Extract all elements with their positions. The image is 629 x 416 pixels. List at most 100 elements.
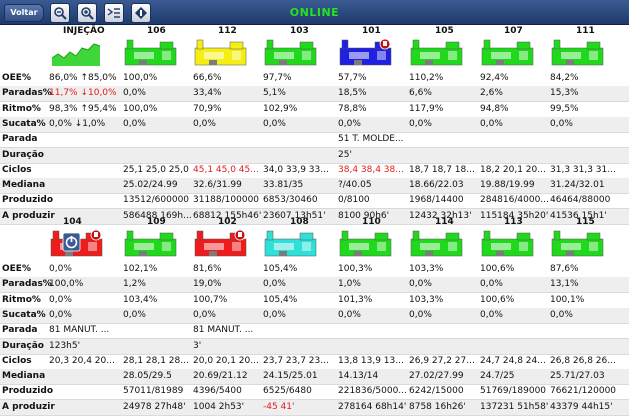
machine-status-tile[interactable]	[481, 38, 534, 68]
machine-base	[279, 251, 287, 256]
list-indent-icon	[107, 8, 120, 18]
machine-hopper	[126, 230, 134, 241]
metric-row: Mediana 28.05/29.5 20.69/21.12 24.15/25.01 1…	[0, 369, 629, 386]
machine-header[interactable]: INJEÇÃO	[63, 26, 105, 36]
machine-base	[354, 251, 362, 256]
machine-status-tile[interactable]	[264, 229, 317, 259]
metric-value: 46464/88000	[550, 195, 611, 206]
metric-value: 117,9%	[409, 103, 444, 114]
metric-value: 6525/6480	[263, 386, 312, 397]
machine-status-tile[interactable]	[551, 229, 604, 259]
metric-value: 24978 27h48'	[123, 401, 186, 412]
metric-value: 20.69/21.12	[193, 371, 248, 382]
machine-mold	[302, 242, 311, 251]
machine-status-tile[interactable]	[481, 229, 534, 259]
metric-value: 0,0%	[480, 118, 503, 129]
machine-window	[420, 52, 440, 59]
metric-value: 81 MANUT. ...	[193, 325, 254, 336]
machine-header[interactable]: 107	[504, 26, 523, 36]
machine-base	[209, 251, 217, 256]
tool-diamond-icon	[135, 7, 147, 19]
metric-value: 102,1%	[123, 264, 158, 274]
back-button[interactable]: Voltar	[4, 4, 44, 22]
machine-mold	[377, 242, 386, 251]
metric-value: 98,3% ↑95,4%	[49, 103, 117, 114]
machine-window	[349, 52, 369, 59]
metric-value: 12432 32h13'	[409, 210, 472, 221]
machine-header[interactable]: 101	[362, 26, 381, 36]
machine-clamp	[299, 41, 314, 50]
injection-machine-icon	[124, 39, 177, 66]
machine-header[interactable]: 109	[147, 217, 166, 227]
metric-value: 24.15/25.01	[263, 371, 318, 382]
machine-window	[420, 243, 440, 250]
machine-header[interactable]: 103	[290, 26, 309, 36]
machine-mold	[232, 51, 241, 60]
machine-status-tile[interactable]	[339, 38, 392, 68]
metric-value: 24.7/25	[480, 371, 515, 382]
metric-value: 0,0%	[193, 309, 216, 320]
machine-header[interactable]: 114	[435, 217, 454, 227]
machine-header[interactable]: 104	[63, 217, 82, 227]
metric-value: 586488 169h...	[123, 210, 192, 221]
machine-hopper	[196, 39, 204, 50]
machine-base	[496, 60, 504, 65]
metric-value: 105,4%	[263, 264, 298, 274]
metric-value: 19.88/19.99	[480, 180, 535, 191]
metric-value: 45,1 45,0 45...	[193, 164, 259, 175]
machine-status-tile[interactable]	[124, 229, 177, 259]
machine-status-tile[interactable]	[194, 229, 247, 259]
metric-value: 0,0%	[123, 309, 146, 320]
injection-machine-icon	[50, 229, 103, 257]
list-view-button[interactable]	[104, 3, 124, 23]
machine-status-tile[interactable]	[50, 38, 103, 68]
machine-header[interactable]: 112	[218, 26, 237, 36]
injection-machine-icon	[551, 39, 604, 66]
machine-status-tile[interactable]	[124, 38, 177, 68]
machine-status-tile[interactable]	[194, 38, 247, 68]
machine-status-tile[interactable]	[410, 38, 463, 68]
machine-mold	[448, 51, 457, 60]
metric-label: Duração	[2, 149, 44, 160]
metric-row: Duração 25'	[0, 147, 629, 164]
metric-value: 92,4%	[480, 73, 509, 83]
machine-status-tile[interactable]	[264, 38, 317, 68]
machine-hopper	[341, 39, 349, 50]
zoom-out-button[interactable]	[50, 3, 70, 23]
metric-value: 13512/600000	[123, 195, 190, 206]
metric-value: 101,3%	[338, 294, 373, 305]
metric-value: 33.81/35	[263, 180, 304, 191]
machine-hopper	[196, 230, 204, 241]
metric-value: 97,7%	[263, 73, 292, 83]
machine-clamp	[229, 41, 244, 50]
machine-hopper	[266, 39, 274, 50]
metric-value: 100,0%	[123, 73, 158, 83]
machine-status-tile[interactable]	[50, 229, 103, 259]
machine-base	[139, 60, 147, 65]
machine-status-tile[interactable]	[339, 229, 392, 259]
machine-header[interactable]: 110	[362, 217, 381, 227]
metric-value: 20,0 20,1 20...	[193, 355, 259, 366]
machine-mold	[589, 51, 598, 60]
machine-base	[279, 60, 287, 65]
metric-value: 51 T. MOLDE...	[338, 134, 404, 145]
machine-status-tile[interactable]	[410, 229, 463, 259]
machine-header[interactable]: 102	[218, 217, 237, 227]
machine-window	[561, 52, 581, 59]
machine-header[interactable]: 111	[576, 26, 595, 36]
machine-status-tile[interactable]	[551, 38, 604, 68]
zoom-in-button[interactable]	[77, 3, 97, 23]
metric-value: 28.05/29.5	[123, 371, 172, 382]
injection-machine-icon	[194, 229, 247, 257]
settings-button[interactable]	[131, 3, 151, 23]
metric-label: A produzir	[2, 401, 55, 412]
injection-machine-icon	[410, 230, 463, 257]
machine-header[interactable]: 113	[504, 217, 523, 227]
machine-header[interactable]: 105	[435, 26, 454, 36]
machine-header[interactable]: 106	[147, 26, 166, 36]
metric-value: 18,5%	[338, 88, 367, 99]
machine-header[interactable]: 115	[576, 217, 595, 227]
metric-value: 28,1 28,1 28...	[123, 355, 189, 366]
machine-header[interactable]: 108	[290, 217, 309, 227]
metric-row: Ciclos 20,3 20,4 20... 28,1 28,1 28... 20,0…	[0, 354, 629, 370]
